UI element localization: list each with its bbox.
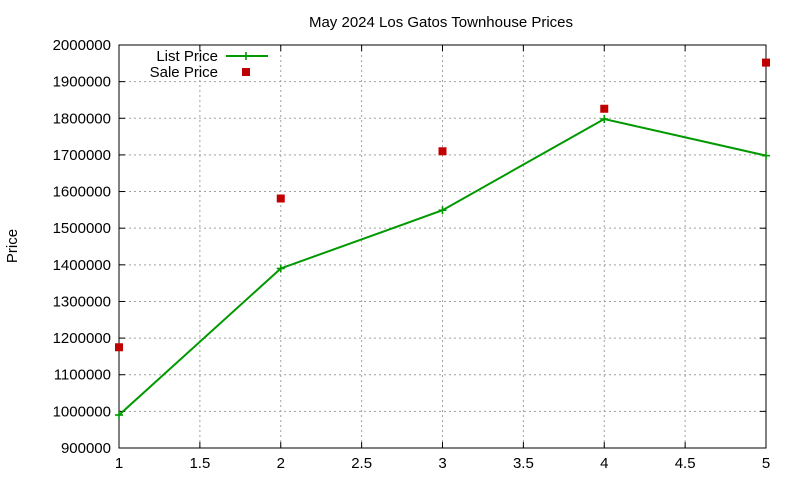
plot-frame [118,44,767,449]
legend-marker-list-price [242,52,250,60]
list-price-point [600,115,609,124]
x-tick-label: 1.5 [189,455,210,472]
x-tick-label: 4 [600,455,608,472]
x-tick-label: 5 [762,455,770,472]
y-tick-label: 1600000 [53,184,111,201]
y-tick-label: 1400000 [53,257,111,274]
y-tick-label: 1500000 [53,220,111,237]
y-tick-label: 1100000 [54,367,111,384]
series [115,58,770,420]
legend-label-sale-price: Sale Price [150,64,218,81]
x-tick-label: 4.5 [675,455,696,472]
sale-price-point [762,58,770,67]
x-tick-label: 3.5 [513,455,534,472]
y-tick-label: 1800000 [53,110,111,127]
ticks: 1 1.5 2 2.5 3 3.5 4 4.5 5 900000 1000000 1100000 120… [53,37,771,472]
y-axis-label: Price [4,229,21,263]
legend-marker-sale-price [242,68,250,76]
list-price-point [438,206,447,215]
sale-price-point [438,147,447,156]
y-tick-label: 1300000 [53,293,111,310]
y-tick-label: 1000000 [53,403,111,420]
y-tick-label: 1900000 [53,74,111,91]
x-tick-label: 3 [438,455,446,472]
chart-title: May 2024 Los Gatos Townhouse Prices [309,14,573,31]
x-tick-label: 2.5 [351,455,372,472]
legend-label-list-price: List Price [156,48,218,65]
x-tick-label: 2 [277,455,285,472]
y-tick-label: 1700000 [53,147,111,164]
y-tick-label: 2000000 [53,37,111,54]
y-tick-label: 1200000 [53,330,111,347]
y-tick-label: 900000 [61,440,111,457]
list-price-point [276,264,285,273]
x-tick-label: 1 [115,455,123,472]
list-price-point [762,151,770,160]
sale-price-point [600,104,609,113]
sale-price-point [276,194,285,203]
grid [119,45,766,448]
sale-price-point [115,343,123,352]
list-price-point [115,411,123,420]
